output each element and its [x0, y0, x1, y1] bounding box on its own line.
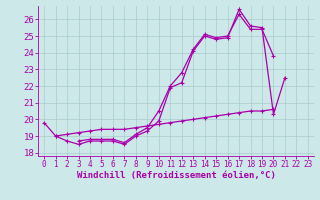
X-axis label: Windchill (Refroidissement éolien,°C): Windchill (Refroidissement éolien,°C): [76, 171, 276, 180]
